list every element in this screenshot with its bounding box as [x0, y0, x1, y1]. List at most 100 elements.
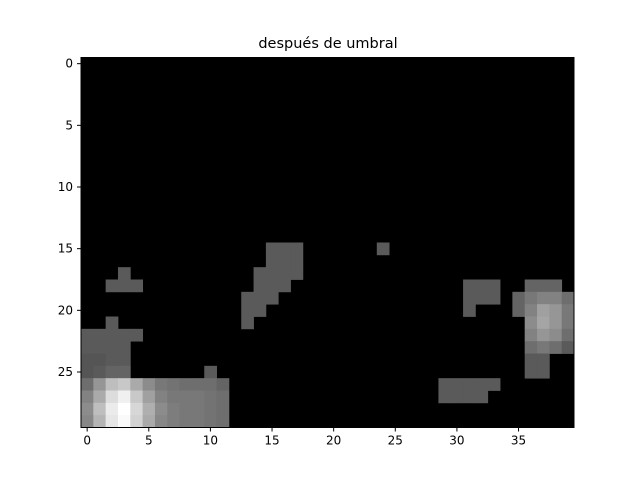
x-tick-label: 35 — [511, 434, 526, 448]
heatmap-cell — [191, 415, 205, 428]
heatmap-cell — [253, 267, 267, 280]
heatmap-cell — [216, 390, 230, 404]
heatmap-cell — [537, 304, 550, 317]
heatmap-cell — [524, 291, 538, 305]
x-axis: 0 5 10 15 20 25 30 35 — [83, 427, 526, 448]
chart-title: después de umbral — [258, 36, 397, 52]
heatmap-cell — [549, 341, 563, 354]
heatmap-cell — [475, 390, 489, 404]
heatmap-cell — [130, 390, 144, 404]
heatmap-cell — [512, 304, 526, 317]
heatmap-cell — [290, 267, 304, 280]
heatmap-cell — [253, 291, 267, 305]
heatmap-cell — [549, 328, 563, 342]
heatmap-cell — [81, 402, 94, 416]
heatmap-cell — [450, 378, 464, 391]
x-tick-label: 0 — [83, 434, 91, 448]
heatmap-cell — [154, 415, 168, 428]
heatmap-cell — [537, 291, 550, 305]
heatmap-cell — [512, 291, 526, 305]
heatmap-cell — [105, 353, 119, 367]
heatmap-cell — [117, 267, 131, 280]
heatmap-cell — [117, 279, 131, 293]
heatmap-cell — [179, 378, 193, 391]
heatmap-cell — [537, 341, 550, 354]
heatmap-cell — [105, 328, 119, 342]
heatmap-cell — [253, 304, 267, 317]
heatmap-cell — [537, 328, 550, 342]
heatmap-cell — [130, 328, 144, 342]
heatmap-cell — [81, 341, 94, 354]
heatmap-cell — [561, 316, 575, 330]
heatmap-cell — [265, 267, 279, 280]
heatmap-cell — [81, 390, 94, 404]
heatmap-cell — [117, 402, 131, 416]
heatmap-cell — [487, 378, 501, 391]
heatmap-cell — [142, 378, 156, 391]
heatmap-cell — [216, 415, 230, 428]
heatmap-cell — [130, 279, 144, 293]
y-tick-label: 5 — [65, 118, 73, 132]
heatmap-cell — [117, 390, 131, 404]
heatmap-cell — [463, 378, 476, 391]
heatmap-cell — [537, 316, 550, 330]
heatmap-cell — [463, 390, 476, 404]
heatmap-cell — [93, 390, 107, 404]
heatmap-cell — [93, 328, 107, 342]
heatmap-cell — [438, 378, 452, 391]
x-tick-label: 5 — [145, 434, 153, 448]
heatmap-cell — [191, 390, 205, 404]
heatmap-cell — [241, 304, 254, 317]
heatmap-background — [81, 57, 574, 428]
y-tick-label: 25 — [58, 365, 73, 379]
heatmap-cell — [154, 390, 168, 404]
heatmap-cell — [81, 353, 94, 367]
heatmap-cell — [524, 328, 538, 342]
heatmap-cell — [204, 365, 217, 379]
plot-frame — [80, 57, 575, 428]
heatmap-cell — [191, 378, 205, 391]
heatmap-cell — [561, 341, 575, 354]
y-tick-label: 20 — [58, 303, 73, 317]
heatmap-cell — [105, 365, 119, 379]
y-tick-label: 15 — [58, 242, 73, 256]
heatmap-cell — [290, 242, 304, 256]
plot-area — [80, 57, 575, 428]
heatmap-cell — [117, 328, 131, 342]
heatmap-cell — [167, 402, 180, 416]
heatmap-cell — [265, 254, 279, 268]
heatmap-cell — [537, 365, 550, 379]
heatmap-cell — [463, 304, 476, 317]
heatmap-cell — [179, 415, 193, 428]
heatmap-cell — [475, 378, 489, 391]
heatmap-cell — [475, 279, 489, 293]
heatmap-cell — [81, 378, 94, 391]
heatmap-cell — [549, 279, 563, 293]
heatmap-cell — [167, 378, 180, 391]
heatmap-cell — [278, 267, 291, 280]
heatmap-cell — [450, 390, 464, 404]
heatmap-cell — [290, 254, 304, 268]
heatmap-cell — [93, 365, 107, 379]
heatmap-cell — [253, 279, 267, 293]
heatmap-cell — [93, 402, 107, 416]
heatmap-cell — [117, 341, 131, 354]
heatmap-cell — [204, 390, 217, 404]
heatmap-cell — [216, 378, 230, 391]
heatmap-cell — [117, 378, 131, 391]
heatmap-cell — [278, 254, 291, 268]
heatmap-cell — [278, 242, 291, 256]
heatmap-cell — [487, 291, 501, 305]
heatmap-cell — [191, 402, 205, 416]
heatmap-cell — [524, 304, 538, 317]
heatmap-cell — [93, 353, 107, 367]
heatmap-cell — [524, 353, 538, 367]
heatmap-cell — [105, 402, 119, 416]
heatmap-cell — [463, 291, 476, 305]
heatmap-cell — [179, 402, 193, 416]
heatmap-cell — [81, 415, 94, 428]
heatmap-cell — [561, 328, 575, 342]
x-tick-label: 10 — [203, 434, 218, 448]
x-tick-label: 15 — [264, 434, 279, 448]
